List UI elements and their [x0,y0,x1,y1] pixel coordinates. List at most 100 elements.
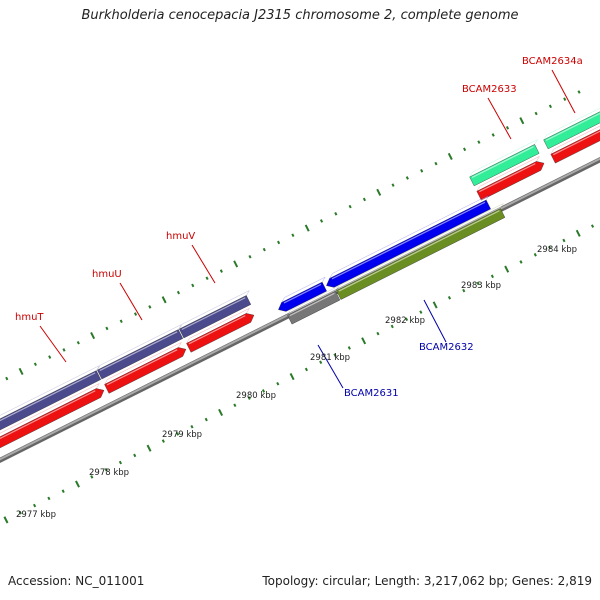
upper-tick [447,152,453,161]
gene-BCAM2632 [336,208,506,300]
upper-tick [391,183,395,187]
upper-tick [33,362,37,367]
upper-tick [463,147,467,152]
upper-tick [548,104,552,109]
lower-tick [376,331,380,336]
lower-tick [47,496,51,501]
genome-stats: Topology: circular; Length: 3,217,062 bp… [262,574,592,588]
upper-tick [48,355,52,359]
gene-hmuU [97,329,184,380]
upper-tick [505,126,510,130]
lower-tick [176,432,180,436]
features-layer [0,107,600,464]
gene-hmuT [0,370,102,431]
cds-hmuU [104,347,187,394]
upper-tick [291,233,295,238]
upper-tick [376,188,382,196]
gene-BCAM2632-blue-shine [331,201,486,280]
upper-tick [233,260,239,268]
lower-tick [419,310,423,314]
leader-line-BCAM2634a [551,69,576,114]
gene-BCAM2632-top [335,202,505,292]
lower-tick [404,317,409,322]
upper-tick [133,312,138,316]
scale-label: 2980 kbp [236,391,276,401]
gene-BCAM2631 [278,281,327,312]
lower-tick [347,346,351,350]
cds-hmuT-shine [0,390,96,440]
upper-tick [477,140,481,144]
upper-tick [105,326,109,331]
upper-tick [420,169,424,173]
pseudo-BCAM2631 [287,290,341,325]
lower-tick [218,408,224,416]
lower-tick [390,324,394,329]
upper-tick [362,197,367,202]
upper-tick [319,219,324,223]
lower-tick [104,467,108,472]
gene-label-BCAM2632: BCAM2632 [419,342,474,353]
lower-tick [261,389,266,393]
gene-hmuT-shine [0,372,96,422]
scale-label: 2981 kbp [310,353,350,363]
upper-tick [348,204,352,209]
cds-hmuV [186,313,255,353]
upper-tick [5,376,9,381]
cds-hmuT [0,388,105,449]
map-title: Burkholderia cenocepacia J2315 chromosom… [81,8,519,23]
upper-tick [191,283,195,288]
lower-tick [33,503,37,508]
leader-line-hmuT [39,325,67,363]
upper-tick [62,348,66,352]
upper-tick [405,176,409,180]
upper-tick [148,305,152,309]
scale-label: 2982 kbp [385,316,425,326]
cds-BCAM2633-shine [478,163,536,193]
gene-BCAM2632-shine [338,210,500,292]
lower-tick [361,337,367,345]
cds-hmuU-shine [106,349,178,386]
lower-tick [3,516,9,524]
leader-line-hmuU [119,282,143,321]
upper-tick [119,319,123,324]
upper-tick [563,97,567,101]
lower-tick [161,439,165,443]
lower-tick [233,403,237,408]
lower-tick [432,301,438,309]
gene-BCAM2634a-shine [545,112,600,141]
cds-BCAM2633 [476,161,545,201]
lower-tick [575,229,581,237]
gene-label-hmuV: hmuV [166,231,195,242]
upper-tick [304,224,310,232]
upper-tick [248,254,252,259]
gene-label-hmuU: hmuU [92,269,122,280]
lower-tick [504,265,510,273]
lower-tick [289,373,295,381]
upper-tick [434,161,438,166]
upper-tick [18,367,24,375]
lower-tick [90,475,94,479]
upper-tick [219,269,223,273]
gene-label-hmuT: hmuT [15,312,44,323]
scale-ticks [3,90,595,524]
lower-tick [333,353,337,357]
scale-label: 2978 kbp [89,468,129,478]
lower-tick [548,245,552,250]
upper-tick [161,296,167,304]
scale-label: 2984 kbp [537,245,577,255]
gene-hmuV-shine [181,297,246,331]
lower-tick [61,489,65,494]
lower-tick [276,381,280,386]
scale-label: 2979 kbp [162,430,202,440]
accession-label: Accession: NC_011001 [8,574,145,588]
gene-BCAM2632-blue [326,199,491,288]
labels-layer: hmuT hmuU hmuV BCAM2631 BCAM2632 BCAM2633 BCAM… [15,56,583,520]
lower-tick [18,510,22,515]
upper-tick [491,133,495,137]
lower-tick [133,453,137,458]
lower-tick [304,367,308,372]
pseudo-BCAM2631-shine [289,292,335,317]
gene-label-BCAM2633: BCAM2633 [462,84,517,95]
lower-tick [590,224,595,228]
upper-tick [76,340,80,345]
